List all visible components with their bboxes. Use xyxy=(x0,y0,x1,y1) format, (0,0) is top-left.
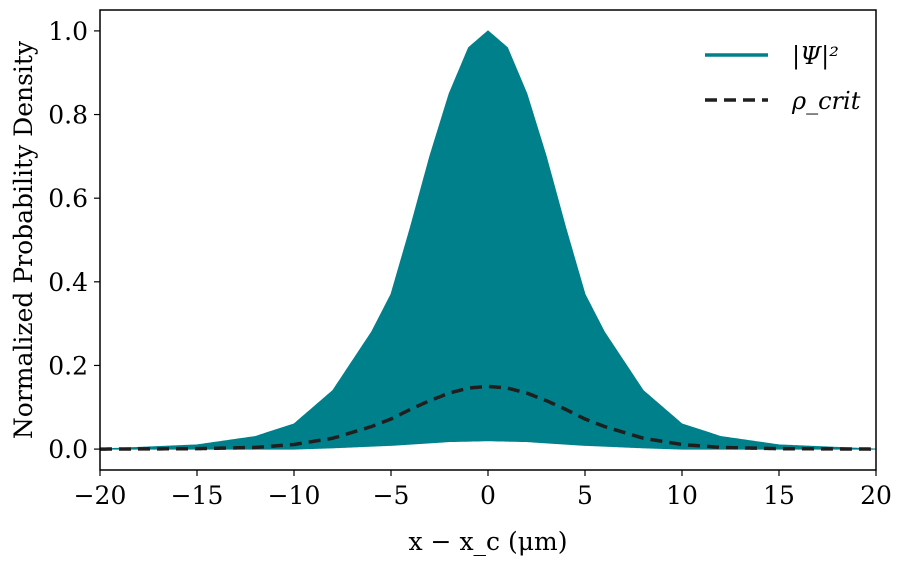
x-tick-label: 0 xyxy=(480,481,496,510)
y-tick-label: 0.0 xyxy=(48,435,88,464)
x-tick-label: 15 xyxy=(763,481,795,510)
y-tick-label: 0.2 xyxy=(48,351,88,380)
y-axis-ticks: 0.0 0.2 0.4 0.6 0.8 1.0 xyxy=(48,17,100,464)
x-tick-label: −5 xyxy=(373,481,410,510)
x-tick-label: −15 xyxy=(171,481,224,510)
x-tick-label: 10 xyxy=(666,481,698,510)
plot-marks xyxy=(99,30,877,451)
x-tick-label: 20 xyxy=(860,481,892,510)
legend-label-rho: ρ_crit xyxy=(791,87,861,115)
series-rho-line xyxy=(99,384,877,451)
x-tick-label: −10 xyxy=(268,481,321,510)
y-axis-label: Normalized Probability Density xyxy=(9,40,38,439)
y-tick-label: 1.0 xyxy=(48,17,88,46)
x-axis-label: x − x_c (μm) xyxy=(409,527,568,556)
x-axis-ticks: −20 −15 −10 −5 0 5 10 15 20 xyxy=(74,470,892,510)
legend-label-psi: |Ψ|² xyxy=(792,42,839,71)
x-tick-label: −20 xyxy=(74,481,127,510)
y-tick-label: 0.8 xyxy=(48,101,88,130)
x-tick-label: 5 xyxy=(577,481,593,510)
series-psi-band xyxy=(99,30,877,450)
y-tick-label: 0.6 xyxy=(48,184,88,213)
y-tick-label: 0.4 xyxy=(48,268,88,297)
legend: |Ψ|² ρ_crit xyxy=(705,42,861,115)
